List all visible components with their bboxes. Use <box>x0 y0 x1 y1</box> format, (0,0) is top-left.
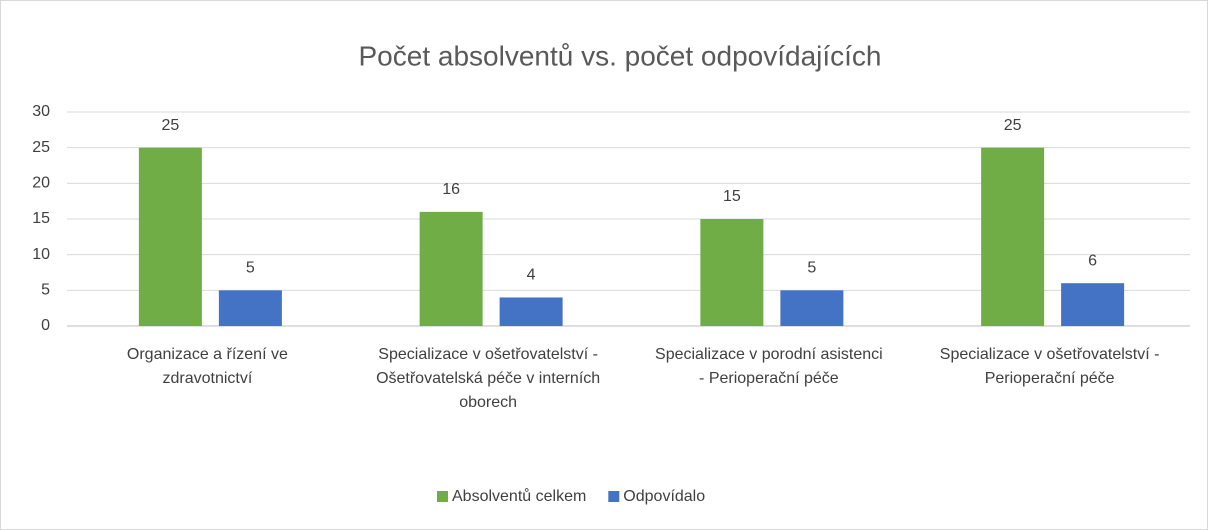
data-label: 4 <box>527 267 536 284</box>
bar <box>419 211 483 326</box>
legend-label: Odpovídalo <box>623 488 705 505</box>
chart-title: Počet absolventů vs. počet odpovídajícíc… <box>359 40 882 71</box>
x-tick-label: Organizace a řízení ve zdravotnictví <box>126 346 288 387</box>
bar <box>138 147 202 326</box>
x-tick-label: Specializace v ošetřovatelství - Periope… <box>939 346 1160 387</box>
data-label: 6 <box>1088 252 1097 269</box>
bar <box>981 147 1045 326</box>
legend-swatch <box>608 491 620 502</box>
y-tick-label: 25 <box>32 139 50 156</box>
y-tick-label: 10 <box>32 246 50 263</box>
bar <box>700 219 764 326</box>
data-label: 15 <box>723 188 741 205</box>
y-tick-label: 15 <box>32 210 50 227</box>
x-tick-label: Specializace v ošetřovatelství - Ošetřov… <box>376 346 601 411</box>
y-tick-label: 30 <box>32 103 50 120</box>
x-tick-label: Specializace v porodní asistenci - Perio… <box>655 346 883 387</box>
bar <box>780 290 844 326</box>
y-tick-label: 20 <box>32 175 50 192</box>
data-label: 5 <box>246 260 255 277</box>
bar <box>218 290 282 326</box>
bar <box>1061 283 1125 326</box>
y-tick-label: 0 <box>41 317 50 334</box>
legend-swatch <box>437 491 448 502</box>
data-label: 25 <box>161 117 179 134</box>
y-tick-label: 5 <box>41 282 50 299</box>
data-label: 5 <box>807 260 816 277</box>
bar <box>499 297 563 326</box>
data-label: 16 <box>442 181 460 198</box>
legend-label: Absolventů celkem <box>452 487 586 505</box>
data-label: 25 <box>1004 117 1022 134</box>
